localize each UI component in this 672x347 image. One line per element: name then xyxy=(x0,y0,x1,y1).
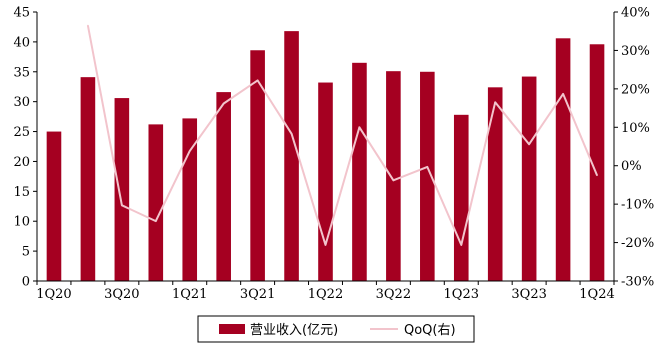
x-tick-label: 1Q24 xyxy=(579,287,614,302)
bar xyxy=(284,31,299,281)
qoq-point xyxy=(121,204,123,207)
qoq-point xyxy=(562,93,564,95)
x-tick-label: 1Q20 xyxy=(36,287,71,302)
bar-series xyxy=(46,31,605,282)
qoq-point xyxy=(155,220,157,222)
qoq-point xyxy=(392,179,395,182)
right-tick-label: -20% xyxy=(621,236,654,251)
qoq-point xyxy=(256,79,259,82)
legend-bar-swatch xyxy=(219,324,245,334)
bar xyxy=(46,131,62,281)
qoq-point xyxy=(222,102,225,105)
bar xyxy=(148,124,164,281)
line-series xyxy=(86,24,598,246)
qoq-point xyxy=(426,166,429,168)
left-tick-label: 45 xyxy=(13,6,30,21)
bar xyxy=(352,62,367,281)
bar xyxy=(250,50,265,281)
x-tick-label: 3Q20 xyxy=(104,287,139,302)
left-tick-label: 0 xyxy=(22,275,30,290)
x-tick-label: 1Q22 xyxy=(308,287,343,302)
bar xyxy=(555,38,571,282)
qoq-point xyxy=(358,126,361,129)
left-tick-label: 10 xyxy=(13,215,30,230)
bar xyxy=(453,114,469,281)
bar xyxy=(487,87,503,281)
qoq-point xyxy=(87,24,89,27)
x-tick-label: 1Q23 xyxy=(444,287,479,302)
left-tick-label: 20 xyxy=(13,155,30,170)
x-tick-label: 3Q23 xyxy=(511,287,546,302)
bar xyxy=(216,92,231,281)
bar xyxy=(589,44,605,281)
left-tick-label: 40 xyxy=(13,35,30,50)
left-tick-label: 35 xyxy=(13,65,30,80)
right-tick-label: 20% xyxy=(621,82,650,97)
qoq-point xyxy=(188,150,191,152)
bar xyxy=(420,71,435,282)
qoq-line xyxy=(86,25,598,246)
x-tick-label: 3Q21 xyxy=(240,287,275,302)
x-axis: 1Q20 3Q20 1Q21 3Q21 1Q22 3Q22 1Q23 3Q23 1Q24 xyxy=(36,280,615,302)
right-tick-label: -30% xyxy=(621,275,654,290)
legend-line-label: QoQ(右) xyxy=(404,323,456,338)
right-tick-label: 40% xyxy=(621,6,650,21)
x-tick-label: 3Q22 xyxy=(376,287,411,302)
left-axis: 0 5 10 15 20 25 30 35 40 45 xyxy=(13,6,38,290)
right-tick-label: 30% xyxy=(621,44,650,59)
qoq-point xyxy=(290,133,293,135)
qoq-point xyxy=(596,174,598,177)
right-axis: -30% -20% -10% 0% 10% 20% 30% 40% xyxy=(613,6,654,290)
bar xyxy=(386,71,401,282)
qoq-point xyxy=(324,244,327,246)
bar xyxy=(318,82,333,281)
right-tick-label: 10% xyxy=(621,121,650,136)
qoq-point xyxy=(528,143,530,145)
bar xyxy=(114,98,130,281)
left-tick-label: 25 xyxy=(13,125,30,140)
legend: 营业收入(亿元) QoQ(右) xyxy=(197,315,475,343)
legend-bar-label: 营业收入(亿元) xyxy=(250,323,338,338)
qoq-point xyxy=(460,244,463,246)
bar xyxy=(80,77,96,281)
legend-frame xyxy=(197,315,475,343)
right-tick-label: 0% xyxy=(621,159,642,174)
left-tick-label: 15 xyxy=(13,185,30,200)
qoq-point xyxy=(494,101,497,104)
left-tick-label: 30 xyxy=(13,95,30,110)
right-tick-label: -10% xyxy=(621,198,654,213)
bar xyxy=(521,76,537,281)
left-tick-label: 5 xyxy=(22,245,30,260)
x-tick-label: 1Q21 xyxy=(172,287,207,302)
